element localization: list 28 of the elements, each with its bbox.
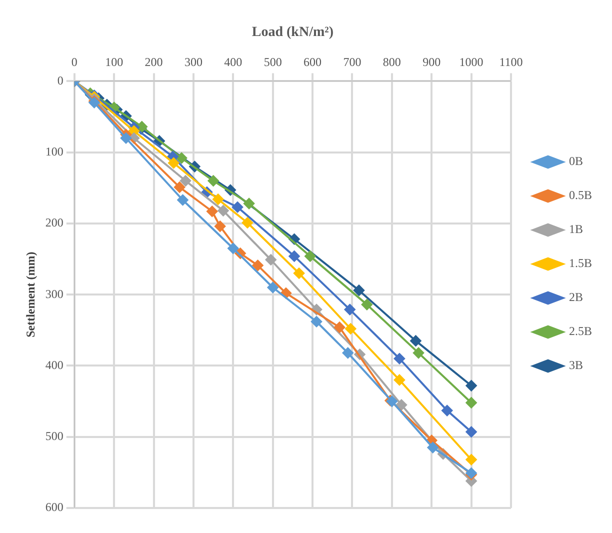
y-tick-label: 500: [45, 429, 64, 444]
x-tick-label: 200: [144, 55, 163, 70]
x-tick-label: 800: [382, 55, 401, 70]
y-tick-label: 100: [45, 144, 64, 158]
y-tick-label: 600: [45, 500, 64, 514]
x-tick-label: 100: [105, 55, 124, 70]
legend-label: 0.5B: [568, 188, 592, 202]
legend-label: 2B: [568, 290, 584, 304]
legend-label: 1B: [568, 222, 584, 236]
x-tick-label: 500: [264, 55, 282, 70]
y-tick-label: 200: [45, 216, 64, 230]
legend-label: 1.5B: [568, 256, 592, 270]
x-tick-label: 0: [71, 55, 78, 70]
x-tick-label: 700: [343, 55, 362, 70]
y-axis-title: Settlement (mm): [23, 252, 38, 338]
legend-label: 3B: [568, 358, 584, 372]
legend-label: 2.5B: [568, 324, 592, 338]
x-tick-label: 1100: [499, 55, 523, 70]
y-tick-label: 400: [45, 358, 64, 372]
y-tick-label: 0: [57, 73, 64, 88]
y-tick-label: 300: [45, 286, 64, 301]
x-tick-label: 400: [224, 55, 242, 70]
x-axis-title: Load (kN/m²): [252, 25, 334, 40]
x-tick-label: 600: [304, 55, 322, 70]
x-tick-label: 1000: [459, 55, 484, 70]
x-tick-label: 900: [422, 55, 441, 70]
x-tick-label: 300: [184, 55, 202, 70]
legend-label: 0B: [568, 154, 584, 168]
